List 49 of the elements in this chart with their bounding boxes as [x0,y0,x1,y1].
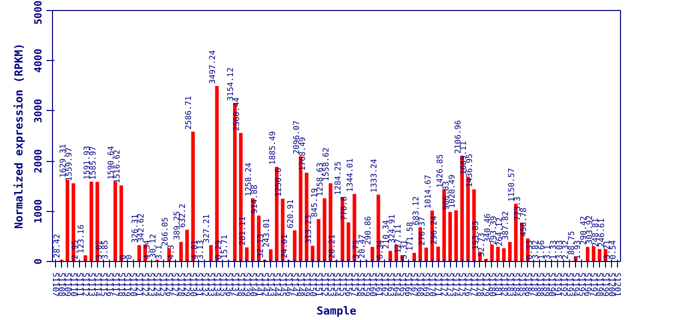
y-tick-label: 3000 [34,98,44,123]
y-tick-label: 0 [34,258,44,265]
y-tick-label: 2000 [34,149,44,174]
data-label: 296.24 [429,216,438,245]
x-axis-title: Sample [316,304,357,318]
data-label: 387.82 [501,210,510,240]
y-tick-label: 1000 [34,199,44,224]
data-label: 248.81 [590,218,600,248]
data-label: 458.78 [519,207,528,236]
data-label: 1258.24 [244,162,253,196]
data-label: 1284.25 [334,161,343,196]
data-label: 171.58 [405,222,414,251]
data-label: 1250.6 [274,168,283,197]
data-label: 2586.71 [184,96,194,130]
data-label: 276.37 [417,216,426,246]
data-label: 281.11 [238,216,248,246]
x-tick-label: S1107 [50,272,60,297]
data-label: 266.05 [160,217,170,246]
data-label: 1558.62 [322,147,331,182]
y-tick-label: 5000 [34,0,44,25]
data-label: 1333.24 [370,158,379,193]
data-label: 327.21 [202,214,212,244]
data-label: 1585.97 [88,146,98,180]
data-label: 2560.44 [232,97,242,131]
data-label: 4.34 [142,240,152,260]
data-label: 0.54 [608,240,618,260]
y-tick-label: 4000 [34,48,44,73]
data-label: 620.91 [286,199,295,228]
y-axis-title: Normalized expression (RPKM) [12,43,26,229]
data-label: 1768.49 [298,136,307,171]
data-label: 313.23 [304,214,313,244]
data-label: 1344.01 [346,158,355,192]
data-label: 324.91 [387,214,396,244]
data-label: 1559.97 [64,147,74,182]
data-label: 4.3 [166,244,176,260]
data-label: 24.01 [280,234,289,258]
data-label: 15.71 [220,234,230,259]
data-label: 290.86 [364,216,373,245]
data-label: 2106.96 [453,120,462,154]
data-label: 3.1 [154,244,164,260]
data-label: 1020.49 [447,174,456,208]
data-label: 1014.67 [423,174,432,209]
data-label: 123.16 [76,224,86,254]
data-label: 1436.95 [465,153,474,188]
data-label: 778.8 [340,196,349,220]
data-label: 3497.24 [208,50,218,84]
data-label: 1885.49 [268,130,277,165]
data-label: 3.85 [100,240,110,260]
data-label: 20.21 [328,234,337,258]
